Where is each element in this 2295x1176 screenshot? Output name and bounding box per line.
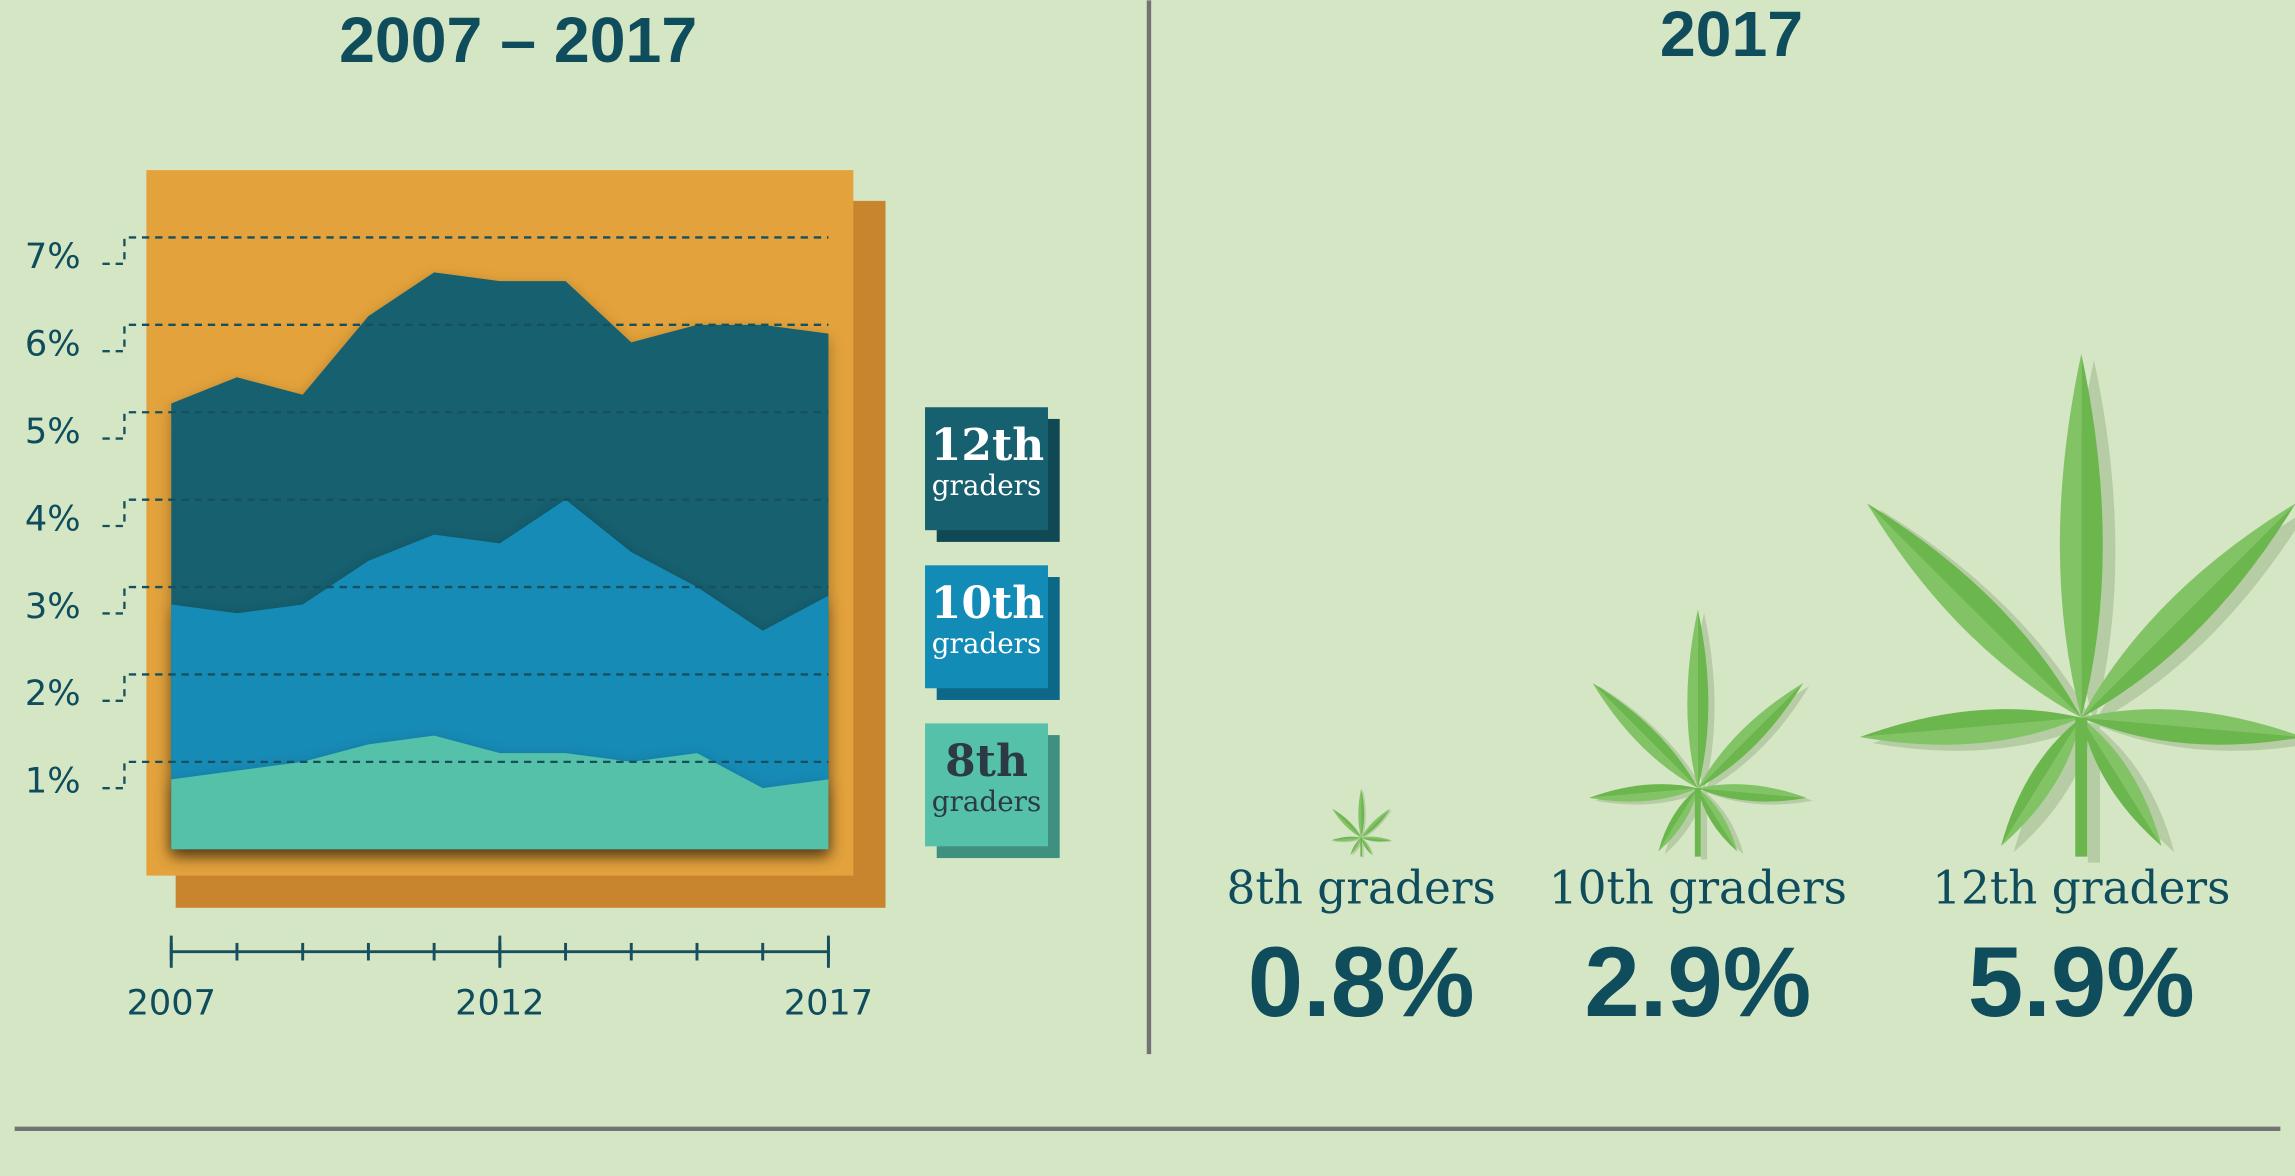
leaflet — [1853, 489, 2096, 732]
left-title: 2007 – 2017 — [339, 4, 697, 76]
leaflet-half — [1853, 503, 2082, 732]
leaflet-half — [1330, 809, 1361, 840]
infographic: 2007 – 2017 2017 1% 2% 3% 4% 5% 6% 7% 2007 2012 2… — [0, 0, 2295, 1176]
leaf — [1330, 788, 1394, 857]
leaf-body — [1585, 610, 1810, 857]
legend-label: 8th graders — [925, 723, 1048, 846]
leaflet-half — [1363, 810, 1394, 841]
leaflet — [1330, 807, 1363, 840]
y-tick-label: 7% — [25, 236, 81, 277]
stem — [1695, 788, 1701, 856]
leaf-body — [1330, 788, 1392, 856]
y-tick-label: 6% — [25, 324, 81, 365]
y-tick-label: 4% — [25, 498, 81, 539]
value-label: 2.9% — [1584, 927, 1811, 1038]
category-label: 10th graders — [1549, 861, 1847, 914]
x-tick-label: 2007 — [127, 983, 216, 1024]
y-tick-label: 1% — [25, 761, 81, 802]
leaf — [1853, 354, 2295, 863]
legend-label: 12th graders — [925, 407, 1048, 530]
leaflet-half — [1704, 686, 1816, 798]
leaflet-half — [2060, 354, 2081, 718]
leaflet-half — [1687, 610, 1698, 789]
right-title: 2017 — [1660, 0, 1803, 70]
value-label: 5.9% — [1968, 927, 2195, 1038]
stem — [1360, 838, 1362, 857]
legend-box: 8th graders — [925, 723, 1048, 846]
leaflet — [1585, 676, 1704, 795]
y-tick-label: 2% — [25, 673, 81, 714]
category-label: 8th graders — [1227, 861, 1496, 914]
x-tick-label: 2017 — [784, 983, 873, 1024]
page: 2007 – 2017 2017 1% 2% 3% 4% 5% 6% 7% 2007 2012 2… — [0, 0, 2295, 1176]
stem — [2075, 718, 2087, 857]
category-label: 12th graders — [1932, 861, 2230, 914]
y-tick-label: 3% — [25, 586, 81, 627]
value-label: 0.8% — [1248, 927, 1475, 1038]
legend-box: 10th graders — [925, 565, 1048, 688]
leaflet-half — [1358, 788, 1361, 837]
leaf — [1585, 610, 1816, 860]
legend-box: 12th graders — [925, 407, 1048, 530]
y-tick-label: 5% — [25, 411, 81, 452]
x-tick-label: 2012 — [455, 983, 544, 1024]
leaflet-half — [1585, 683, 1697, 795]
legend-label: 10th graders — [925, 565, 1048, 688]
